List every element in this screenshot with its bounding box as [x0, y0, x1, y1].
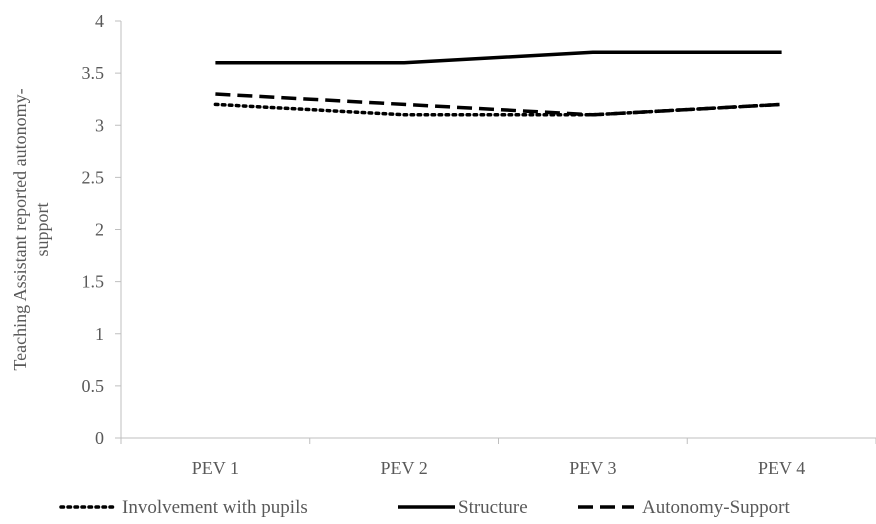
- y-axis-title-line: Teaching Assistant reported autonomy-: [10, 88, 30, 370]
- x-tick-label: PEV 4: [758, 458, 805, 478]
- y-axis-title-line: support: [32, 203, 52, 257]
- legend-label: Structure: [458, 497, 528, 518]
- y-axis-title: Teaching Assistant reported autonomy-sup…: [10, 88, 52, 370]
- legend-label: Autonomy-Support: [642, 497, 791, 518]
- y-tick-label: 1.5: [82, 272, 105, 292]
- axes: [115, 20, 876, 444]
- legend-label: Involvement with pupils: [122, 497, 308, 518]
- y-tick-label: 3.5: [82, 63, 105, 83]
- y-tick-label: 0.5: [82, 376, 105, 396]
- y-tick-label: 0: [95, 428, 104, 448]
- x-tick-label: PEV 2: [381, 458, 428, 478]
- tick-labels: 0 0.5 1 1.5 2 2.5 3 3.5 4 PEV 1 PEV 2 PEV 3 PEV 4: [82, 11, 806, 478]
- series-line-autonomy-support: [215, 92, 782, 117]
- y-tick-label: 2.5: [82, 167, 105, 187]
- y-tick-label: 1: [95, 324, 104, 344]
- series-lines: [213, 50, 784, 117]
- series-line-structure: [215, 50, 782, 65]
- x-tick-label: PEV 3: [569, 458, 616, 478]
- y-tick-label: 4: [95, 11, 104, 31]
- series-line-involvement-with-pupils: [213, 102, 784, 117]
- x-tick-label: PEV 1: [192, 458, 239, 478]
- y-tick-label: 2: [95, 220, 104, 240]
- y-axis-title-text: Teaching Assistant reported autonomy-sup…: [10, 88, 52, 370]
- y-tick-label: 3: [95, 115, 104, 135]
- legend: Involvement with pupils Structure Autonomy…: [59, 497, 791, 518]
